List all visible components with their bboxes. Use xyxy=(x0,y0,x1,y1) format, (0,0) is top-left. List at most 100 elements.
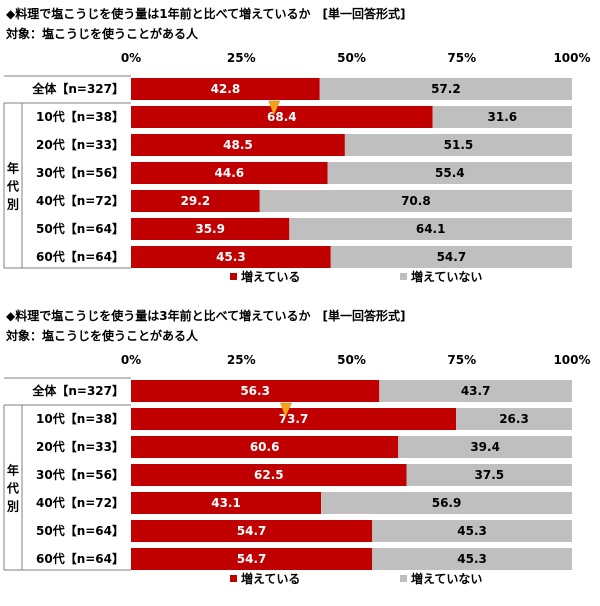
chart-2-category-label: 40代【n=72】 xyxy=(36,495,124,510)
chart-1-legend-label-increased: 増えている xyxy=(241,269,300,284)
chart-1-legend-label-not-increased: 増えていない xyxy=(411,269,482,284)
chart-1-group-label-char: 代 xyxy=(6,179,19,194)
chart-1-data-label-not-increased: 55.4 xyxy=(435,166,465,180)
chart-2-category-label: 20代【n=33】 xyxy=(36,439,124,454)
chart-1-category-label: 20代【n=33】 xyxy=(36,137,124,152)
chart-2-group-label-char: 別 xyxy=(6,500,19,514)
chart-2-data-label-increased: 56.3 xyxy=(240,384,270,398)
chart-1-data-label-not-increased: 54.7 xyxy=(437,250,467,264)
chart-2-bar-not-increased xyxy=(456,408,572,430)
chart-1-data-label-increased: 35.9 xyxy=(195,222,225,236)
chart-2-group-label-char: 年 xyxy=(7,463,19,478)
chart-2-highlight-marker-icon xyxy=(280,402,292,418)
chart-2-data-label-not-increased: 39.4 xyxy=(470,440,500,454)
chart-1-bar-not-increased xyxy=(259,190,572,212)
chart-2-data-label-not-increased: 26.3 xyxy=(499,412,529,426)
chart-1-legend-swatch-not-increased xyxy=(400,273,407,280)
chart-2-bar-increased xyxy=(131,548,373,570)
chart-1-highlight-marker-icon xyxy=(268,100,281,116)
chart-2-bar-increased xyxy=(131,408,457,430)
chart-2-data-label-increased: 54.7 xyxy=(237,552,267,566)
chart-2-data-label-increased: 73.7 xyxy=(279,412,309,426)
chart-1-tick-label: 0% xyxy=(121,51,141,65)
chart-1-category-label: 30代【n=56】 xyxy=(36,165,124,180)
chart-2-data-label-not-increased: 37.5 xyxy=(475,468,505,482)
chart-1-tick-label: 50% xyxy=(337,51,366,65)
chart-2-tick-label: 25% xyxy=(227,353,256,367)
chart-1-subtitle: 対象：塩こうじを使うことがある人 xyxy=(5,26,199,41)
chart-2-data-label-increased: 54.7 xyxy=(237,524,267,538)
chart-1-bar-increased xyxy=(131,162,328,184)
chart-2-category-label: 30代【n=56】 xyxy=(36,467,124,482)
chart-2-bar-not-increased xyxy=(372,520,572,542)
chart-2-tick-label: 75% xyxy=(447,353,476,367)
chart-2-data-label-not-increased: 56.9 xyxy=(432,496,462,510)
chart-2-category-label: 10代【n=38】 xyxy=(36,411,124,426)
chart-1-bar-not-increased xyxy=(289,218,572,240)
chart-1-group-label-char: 年 xyxy=(7,161,19,176)
chart-2-tick-label: 100% xyxy=(553,353,590,367)
chart-1-category-label: 全体【n=327】 xyxy=(31,81,124,96)
chart-2-data-label-not-increased: 43.7 xyxy=(461,384,491,398)
chart-2-subtitle: 対象：塩こうじを使うことがある人 xyxy=(5,328,199,343)
chart-2-legend-swatch-increased xyxy=(230,575,237,582)
chart-1-bar-increased xyxy=(131,78,320,100)
chart-1-data-label-increased: 42.8 xyxy=(211,82,241,96)
chart-2-bar-not-increased xyxy=(406,464,572,486)
chart-1-data-label-not-increased: 70.8 xyxy=(401,194,431,208)
chart-1-data-label-not-increased: 57.2 xyxy=(431,82,461,96)
chart-1-category-label: 10代【n=38】 xyxy=(36,109,124,124)
chart-1-category-label: 40代【n=72】 xyxy=(36,193,124,208)
chart-1-data-label-increased: 68.4 xyxy=(267,110,297,124)
chart-2-category-label: 60代【n=64】 xyxy=(36,551,124,566)
chart-1-bar-not-increased xyxy=(327,162,572,184)
chart-1-tick-label: 25% xyxy=(227,51,256,65)
chart-1-data-label-increased: 44.6 xyxy=(215,166,245,180)
chart-1-bar-increased xyxy=(131,106,433,128)
chart-1-group-label-char: 別 xyxy=(6,198,19,212)
chart-2-legend-swatch-not-increased xyxy=(400,575,407,582)
chart-2-data-label-not-increased: 45.3 xyxy=(457,524,487,538)
chart-2-group-label-char: 代 xyxy=(6,481,19,496)
chart-2-tick-label: 50% xyxy=(337,353,366,367)
chart-2-legend-label-not-increased: 増えていない xyxy=(411,571,482,586)
chart-1-tick-label: 100% xyxy=(553,51,590,65)
chart-2-bar-increased xyxy=(131,492,322,514)
chart-2-bar-not-increased xyxy=(379,380,572,402)
chart-2-category-label: 全体【n=327】 xyxy=(31,383,124,398)
chart-2-bar-not-increased xyxy=(398,436,572,458)
chart-2-bar-increased xyxy=(131,436,399,458)
chart-1-bar-not-increased xyxy=(344,134,572,156)
chart-1-category-label: 50代【n=64】 xyxy=(36,221,124,236)
chart-2-data-label-increased: 60.6 xyxy=(250,440,280,454)
chart-2-data-label-increased: 43.1 xyxy=(211,496,241,510)
chart-1-tick-label: 75% xyxy=(447,51,476,65)
chart-1-category-label: 60代【n=64】 xyxy=(36,249,124,264)
chart-1-legend-swatch-increased xyxy=(230,273,237,280)
chart-2-data-label-not-increased: 45.3 xyxy=(457,552,487,566)
chart-2-bar-not-increased xyxy=(372,548,572,570)
chart-2-legend-label-increased: 増えている xyxy=(241,571,300,586)
chart-2-bar-increased xyxy=(131,464,407,486)
chart-2-category-label: 50代【n=64】 xyxy=(36,523,124,538)
chart-1-bar-not-increased xyxy=(330,246,572,268)
chart-2-tick-label: 0% xyxy=(121,353,141,367)
chart-1-data-label-not-increased: 31.6 xyxy=(488,110,518,124)
chart-1-bar-increased xyxy=(131,190,260,212)
chart-2-data-label-increased: 62.5 xyxy=(254,468,284,482)
chart-1-data-label-increased: 45.3 xyxy=(216,250,246,264)
chart-1-bar-increased xyxy=(131,134,345,156)
chart-2-bar-increased xyxy=(131,520,373,542)
chart-1-bar-increased xyxy=(131,246,331,268)
chart-1-data-label-not-increased: 51.5 xyxy=(444,138,474,152)
chart-1-data-label-increased: 48.5 xyxy=(223,138,253,152)
chart-1-bar-increased xyxy=(131,218,290,240)
chart-1-bar-not-increased xyxy=(319,78,572,100)
chart-1-data-label-increased: 29.2 xyxy=(181,194,211,208)
chart-1-title: ◆料理で塩こうじを使う量は1年前と比べて増えているか [単一回答形式] xyxy=(6,6,405,21)
chart-2-bar-not-increased xyxy=(321,492,572,514)
chart-1-data-label-not-increased: 64.1 xyxy=(416,222,446,236)
chart-2-bar-increased xyxy=(131,380,380,402)
